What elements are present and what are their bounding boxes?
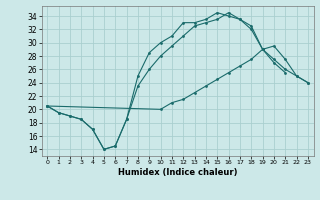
X-axis label: Humidex (Indice chaleur): Humidex (Indice chaleur): [118, 168, 237, 177]
